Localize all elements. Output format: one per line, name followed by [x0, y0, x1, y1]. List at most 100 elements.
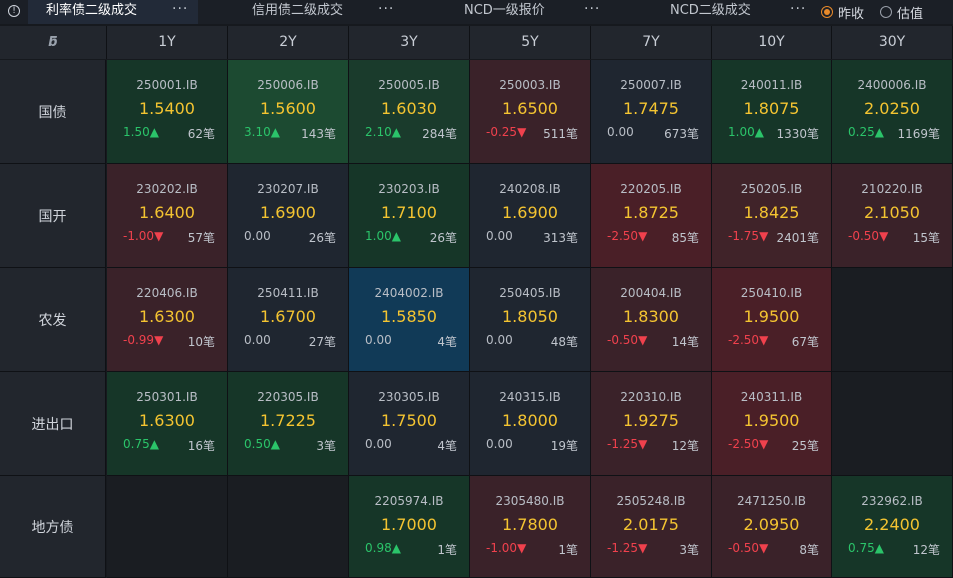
change-value: -0.25 [486, 125, 518, 139]
more-icon[interactable]: ··· [584, 1, 601, 17]
bond-cell[interactable]: 240208.IB 1.6900 0.00 313笔 [470, 164, 591, 268]
tab-rate-bond-secondary[interactable]: 利率债二级成交 [28, 0, 198, 24]
yield-change: -0.50▼ [607, 333, 647, 347]
yield-change: 1.00▲ [728, 125, 764, 139]
bond-cell[interactable]: 230207.IB 1.6900 0.00 26笔 [228, 164, 349, 268]
trade-count: 67笔 [791, 335, 819, 349]
arrow-down-icon: ▼ [759, 437, 769, 451]
info-icon[interactable]: ! [8, 5, 20, 17]
bond-cell[interactable]: 200404.IB 1.8300 -0.50▼ 14笔 [591, 268, 712, 372]
empty-cell [832, 372, 953, 476]
trade-count: 12笔 [671, 439, 699, 453]
change-value: 1.50 [123, 125, 150, 139]
yield-change: -2.50▼ [728, 437, 768, 451]
arrow-down-icon: ▼ [517, 541, 527, 555]
bond-yield: 1.6300 [139, 307, 195, 326]
arrow-down-icon: ▼ [759, 229, 769, 243]
trade-count: 14笔 [671, 335, 699, 349]
trade-count: 143笔 [301, 127, 336, 141]
bond-cell[interactable]: 250205.IB 1.8425 -1.75▼ 2401笔 [712, 164, 832, 268]
bond-cell[interactable]: 250411.IB 1.6700 0.00 27笔 [228, 268, 349, 372]
change-value: 0.75 [123, 437, 150, 451]
tab-ncd-primary-quote[interactable]: NCD一级报价 [464, 0, 545, 24]
trade-count: 57笔 [187, 231, 215, 245]
bond-cell[interactable]: 230305.IB 1.7500 0.00 4笔 [349, 372, 470, 476]
radio-valuation[interactable]: 估值 [880, 2, 923, 22]
column-header[interactable]: 7Y [591, 26, 712, 59]
bond-cell[interactable]: 250410.IB 1.9500 -2.50▼ 67笔 [712, 268, 832, 372]
bond-cell[interactable]: 220205.IB 1.8725 -2.50▼ 85笔 [591, 164, 712, 268]
arrow-up-icon: ▲ [270, 125, 280, 139]
bond-code: 232962.IB [861, 494, 923, 508]
bond-cell[interactable]: 240315.IB 1.8000 0.00 19笔 [470, 372, 591, 476]
bond-cell[interactable]: 230203.IB 1.7100 1.00▲ 26笔 [349, 164, 470, 268]
bond-code: 2471250.IB [736, 494, 807, 508]
bond-yield: 1.9275 [623, 411, 679, 430]
more-icon[interactable]: ··· [790, 1, 807, 17]
bond-cell[interactable]: 2400006.IB 2.0250 0.25▲ 1169笔 [832, 60, 953, 164]
bond-cell[interactable]: 2305480.IB 1.7800 -1.00▼ 1笔 [470, 476, 591, 578]
column-header[interactable]: 1Y [107, 26, 228, 59]
trade-count: 15笔 [912, 231, 940, 245]
bond-cell[interactable]: 250405.IB 1.8050 0.00 48笔 [470, 268, 591, 372]
bond-code: 240311.IB [740, 390, 803, 404]
yield-change: 0.25▲ [848, 125, 884, 139]
bond-cell[interactable]: 250005.IB 1.6030 2.10▲ 284笔 [349, 60, 470, 164]
bond-cell[interactable]: 2471250.IB 2.0950 -0.50▼ 8笔 [712, 476, 832, 578]
empty-cell [107, 476, 228, 578]
change-value: -1.25 [607, 541, 639, 555]
bond-cell[interactable]: 2404002.IB 1.5850 0.00 4笔 [349, 268, 470, 372]
bond-cell[interactable]: 220406.IB 1.6300 -0.99▼ 10笔 [107, 268, 228, 372]
bond-code: 250411.IB [257, 286, 319, 300]
radio-prev-close[interactable]: 昨收 [821, 2, 864, 22]
more-icon[interactable]: ··· [378, 1, 395, 17]
bond-cell[interactable]: 210220.IB 2.1050 -0.50▼ 15笔 [832, 164, 953, 268]
change-value: 2.10 [365, 125, 392, 139]
yield-change: -1.00▼ [486, 541, 526, 555]
bond-yield: 1.7800 [502, 515, 558, 534]
bond-cell[interactable]: 2505248.IB 2.0175 -1.25▼ 3笔 [591, 476, 712, 578]
bond-cell[interactable]: 230202.IB 1.6400 -1.00▼ 57笔 [107, 164, 228, 268]
arrow-down-icon: ▼ [638, 229, 648, 243]
column-header[interactable]: 5Y [470, 26, 591, 59]
bond-yield: 2.0175 [623, 515, 679, 534]
column-header[interactable]: 30Y [832, 26, 953, 59]
bond-cell[interactable]: 250003.IB 1.6500 -0.25▼ 511笔 [470, 60, 591, 164]
radio-unchecked-icon[interactable] [880, 6, 892, 18]
bond-cell[interactable]: 250007.IB 1.7475 0.00 673笔 [591, 60, 712, 164]
tab-credit-bond-secondary[interactable]: 信用债二级成交 [252, 0, 343, 24]
arrow-down-icon: ▼ [154, 333, 164, 347]
change-value: -1.00 [123, 229, 155, 243]
bond-cell[interactable]: 240011.IB 1.8075 1.00▲ 1330笔 [712, 60, 832, 164]
bond-yield: 1.7225 [260, 411, 316, 430]
more-icon[interactable]: ··· [172, 1, 189, 17]
bond-cell[interactable]: 250001.IB 1.5400 1.50▲ 62笔 [107, 60, 228, 164]
bond-code: 2505248.IB [616, 494, 686, 508]
column-header[interactable]: 2Y [228, 26, 349, 59]
bond-cell[interactable]: 240311.IB 1.9500 -2.50▼ 25笔 [712, 372, 832, 476]
yield-change: 3.10▲ [244, 125, 280, 139]
bond-cell[interactable]: 250301.IB 1.6300 0.75▲ 16笔 [107, 372, 228, 476]
radio-checked-icon[interactable] [821, 6, 833, 18]
column-header[interactable]: 10Y [712, 26, 832, 59]
arrow-down-icon: ▼ [638, 541, 648, 555]
bond-code: 2404002.IB [374, 286, 444, 300]
trade-count: 1330笔 [776, 127, 819, 141]
change-value: 0.00 [244, 333, 271, 347]
yield-change: 1.00▲ [365, 229, 401, 243]
bond-yield: 1.9500 [743, 307, 800, 326]
bond-code: 220406.IB [136, 286, 198, 300]
change-value: 0.00 [486, 229, 513, 243]
tab-ncd-secondary[interactable]: NCD二级成交 [670, 0, 751, 24]
bond-cell[interactable]: 232962.IB 2.2400 0.75▲ 12笔 [832, 476, 953, 578]
bond-code: 250005.IB [378, 78, 440, 92]
change-value: -0.50 [848, 229, 880, 243]
bond-cell[interactable]: 220305.IB 1.7225 0.50▲ 3笔 [228, 372, 349, 476]
column-header[interactable]: 3Y [349, 26, 470, 59]
bond-cell[interactable]: 2205974.IB 1.7000 0.98▲ 1笔 [349, 476, 470, 578]
change-value: 0.00 [486, 437, 513, 451]
settings-icon[interactable]: ƃ [48, 35, 58, 50]
bond-cell[interactable]: 220310.IB 1.9275 -1.25▼ 12笔 [591, 372, 712, 476]
bond-code: 250003.IB [499, 78, 561, 92]
bond-cell[interactable]: 250006.IB 1.5600 3.10▲ 143笔 [228, 60, 349, 164]
